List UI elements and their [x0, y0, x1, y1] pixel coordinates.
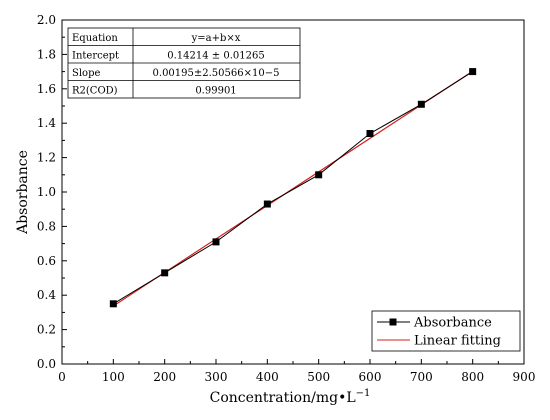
data-series-group	[109, 68, 477, 308]
y-tick-label: 0.8	[37, 219, 56, 233]
x-tick-label: 900	[513, 370, 536, 384]
x-axis-title-sup: −1	[356, 388, 371, 399]
x-tick-label: 600	[359, 370, 382, 384]
fit-table-label-equation: Equation	[72, 33, 118, 44]
y-tick-label: 1.2	[37, 151, 56, 165]
data-point	[366, 130, 374, 138]
fit-table-label-r2: R2(COD)	[72, 86, 118, 97]
legend-box	[371, 310, 521, 352]
legend-label-fit: Linear fitting	[414, 334, 501, 349]
data-point	[263, 200, 271, 208]
y-tick-label: 1.0	[37, 185, 56, 199]
y-tick-label: 0.6	[37, 254, 56, 268]
axis-ticks: 0 100 200 300 400 500 600 700 800 900 0.0 0.2 0.4 0.6…	[37, 13, 536, 384]
fit-table-value-slope: 0.00195±2.50566×10−5	[153, 68, 280, 79]
y-tick-label: 1.6	[37, 82, 56, 96]
x-tick-label: 0	[58, 370, 66, 384]
x-tick-label: 500	[307, 370, 330, 384]
fit-line-group	[113, 70, 473, 307]
fit-line	[113, 70, 473, 307]
y-tick-label: 0.4	[37, 288, 56, 302]
x-tick-label: 100	[102, 370, 125, 384]
fit-table-value-equation: y=a+b×x	[191, 33, 241, 44]
data-point	[109, 300, 117, 308]
fit-parameter-table: Equation y=a+b×x Intercept 0.14214 ± 0.0…	[67, 27, 301, 99]
legend: Absorbance Linear fitting	[371, 310, 521, 352]
y-tick-label: 1.8	[37, 47, 56, 61]
fit-table-value-r2: 0.99901	[195, 86, 236, 97]
data-point	[161, 269, 169, 277]
y-tick-label: 0.2	[37, 323, 56, 337]
fit-table-label-intercept: Intercept	[72, 51, 119, 62]
x-axis-title-main: Concentration/mg•L	[210, 390, 356, 406]
legend-swatch-absorbance-marker	[389, 318, 397, 326]
y-tick-label: 0.0	[37, 357, 56, 371]
fit-table-value-intercept: 0.14214 ± 0.01265	[167, 51, 264, 62]
data-point	[417, 100, 425, 108]
data-point	[212, 238, 220, 246]
x-tick-label: 300	[205, 370, 228, 384]
y-tick-label: 1.4	[37, 116, 56, 130]
x-tick-label: 200	[153, 370, 176, 384]
x-tick-label: 800	[461, 370, 484, 384]
y-axis-title: Absorbance	[15, 150, 31, 235]
absorbance-series-line	[113, 71, 473, 305]
data-point	[315, 171, 323, 179]
legend-label-absorbance: Absorbance	[413, 316, 492, 331]
x-axis-title: Concentration/mg•L−1	[210, 388, 371, 406]
x-tick-label: 700	[410, 370, 433, 384]
y-tick-label: 2.0	[37, 13, 56, 27]
x-tick-label: 400	[256, 370, 279, 384]
data-point	[469, 68, 477, 76]
fit-table-label-slope: Slope	[72, 68, 100, 79]
